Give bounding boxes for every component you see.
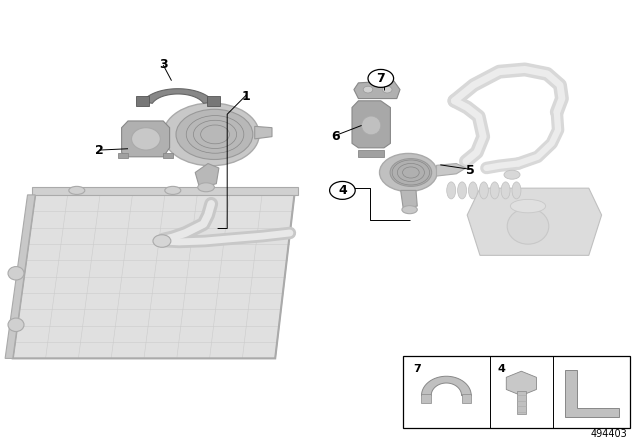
Ellipse shape	[8, 267, 24, 280]
Polygon shape	[255, 126, 272, 139]
Polygon shape	[5, 195, 35, 358]
Ellipse shape	[364, 86, 372, 93]
Text: 7: 7	[413, 364, 421, 374]
Ellipse shape	[468, 182, 477, 199]
Polygon shape	[122, 121, 170, 157]
Ellipse shape	[511, 199, 545, 213]
Bar	[461, 394, 471, 403]
Ellipse shape	[8, 318, 24, 332]
Polygon shape	[143, 89, 213, 103]
Ellipse shape	[132, 128, 161, 150]
Polygon shape	[32, 187, 298, 195]
Ellipse shape	[165, 186, 181, 194]
Ellipse shape	[198, 183, 214, 192]
Ellipse shape	[512, 182, 521, 199]
Polygon shape	[564, 370, 619, 417]
Polygon shape	[436, 164, 466, 176]
Polygon shape	[163, 153, 173, 158]
Polygon shape	[13, 195, 294, 358]
Text: 1: 1	[242, 90, 251, 103]
Ellipse shape	[458, 182, 467, 199]
Bar	[422, 394, 431, 403]
Polygon shape	[118, 153, 128, 158]
Bar	[136, 96, 149, 106]
Circle shape	[368, 69, 394, 87]
Ellipse shape	[153, 235, 171, 247]
Ellipse shape	[447, 182, 456, 199]
Ellipse shape	[390, 159, 432, 186]
Ellipse shape	[383, 86, 392, 93]
Ellipse shape	[176, 109, 253, 159]
Ellipse shape	[479, 182, 488, 199]
Text: 5: 5	[466, 164, 475, 177]
Ellipse shape	[69, 186, 84, 194]
Ellipse shape	[504, 170, 520, 179]
Bar	[207, 96, 220, 106]
Text: 4: 4	[497, 364, 505, 374]
Text: 2: 2	[95, 143, 104, 157]
Text: 4: 4	[338, 184, 347, 197]
Ellipse shape	[402, 206, 417, 214]
Polygon shape	[467, 188, 602, 255]
Ellipse shape	[490, 182, 499, 199]
Ellipse shape	[380, 153, 437, 192]
Polygon shape	[422, 376, 471, 396]
Text: 6: 6	[332, 130, 340, 143]
Ellipse shape	[362, 116, 381, 135]
Ellipse shape	[507, 208, 548, 244]
Circle shape	[330, 181, 355, 199]
Polygon shape	[401, 190, 417, 208]
Polygon shape	[354, 81, 400, 99]
Text: 7: 7	[376, 72, 385, 85]
Bar	[517, 391, 526, 414]
Ellipse shape	[501, 182, 510, 199]
Polygon shape	[352, 101, 390, 148]
Polygon shape	[195, 164, 219, 188]
Text: 494403: 494403	[591, 429, 627, 439]
Bar	[403, 356, 630, 428]
Polygon shape	[358, 150, 384, 157]
Ellipse shape	[163, 103, 259, 166]
Text: 3: 3	[159, 58, 168, 72]
